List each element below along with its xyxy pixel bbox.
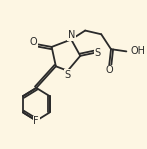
Text: S: S	[64, 70, 70, 80]
Text: S: S	[94, 48, 100, 58]
Text: F: F	[34, 116, 39, 127]
Text: O: O	[30, 37, 37, 47]
Text: N: N	[68, 30, 75, 40]
Text: OH: OH	[130, 46, 145, 56]
Text: O: O	[106, 65, 113, 76]
